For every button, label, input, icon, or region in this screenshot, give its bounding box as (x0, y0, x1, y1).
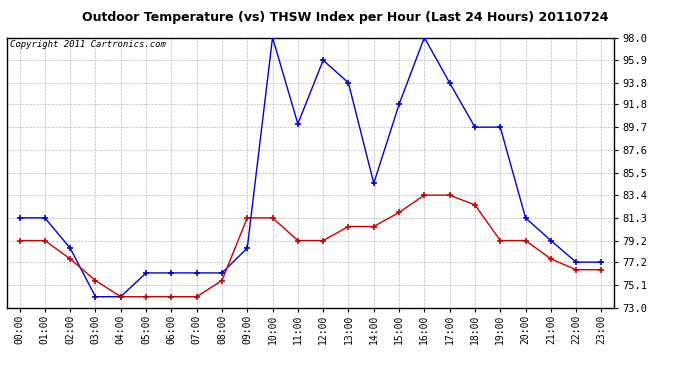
Text: Copyright 2011 Cartronics.com: Copyright 2011 Cartronics.com (10, 40, 166, 49)
Text: Outdoor Temperature (vs) THSW Index per Hour (Last 24 Hours) 20110724: Outdoor Temperature (vs) THSW Index per … (81, 11, 609, 24)
